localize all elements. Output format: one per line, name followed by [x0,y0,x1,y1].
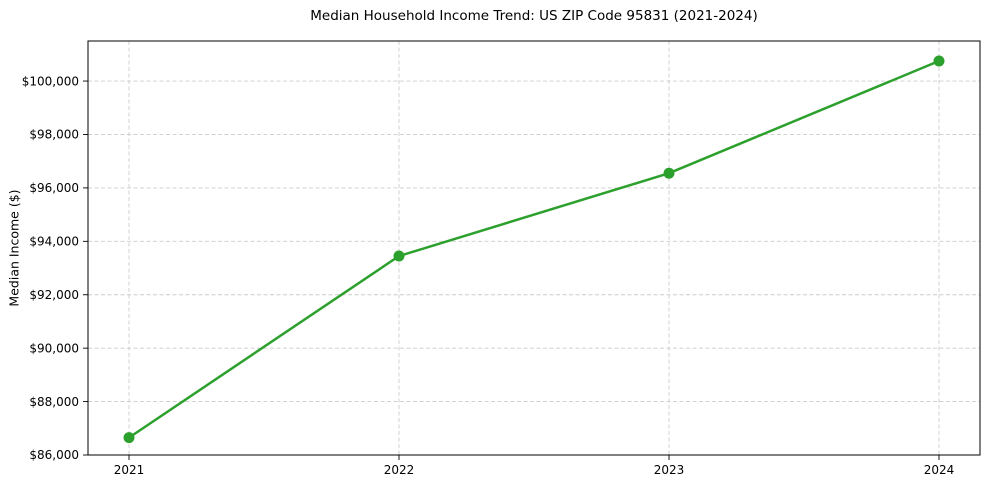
y-tick-label: $90,000 [29,341,79,355]
y-tick-label: $96,000 [29,181,79,195]
y-tick-label: $98,000 [29,128,79,142]
data-point-2023 [663,167,675,179]
y-tick-label: $86,000 [29,448,79,462]
y-axis-label: Median Income ($) [6,189,22,307]
x-tick-label: 2022 [384,463,415,477]
x-tick-label: 2024 [924,463,955,477]
chart-title: Median Household Income Trend: US ZIP Co… [310,8,758,24]
y-tick-label: $88,000 [29,395,79,409]
x-tick-label: 2023 [654,463,685,477]
trend-line [127,59,941,439]
plot-border [87,40,981,456]
y-tick-label: $100,000 [22,74,79,88]
data-point-2021 [123,432,135,444]
y-tick-label: $92,000 [29,288,79,302]
y-tick-label: $94,000 [29,235,79,249]
x-tick-label: 2021 [114,463,145,477]
data-point-2022 [393,250,405,262]
data-point-2024 [933,55,945,67]
